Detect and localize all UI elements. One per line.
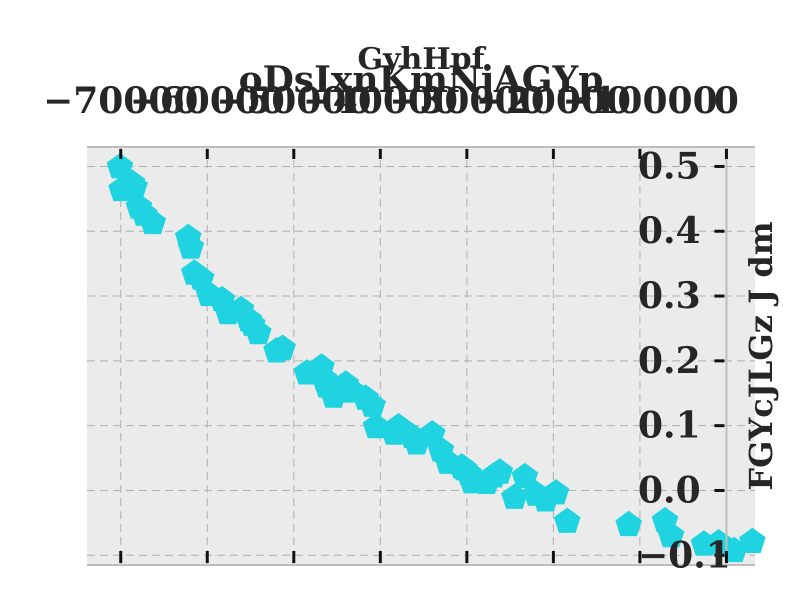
x-axis-ticks: −70000−60000−50000−40000−30000−20000−100… bbox=[43, 80, 739, 563]
plot-background bbox=[87, 147, 755, 565]
data-point bbox=[511, 462, 539, 489]
data-point bbox=[121, 173, 148, 199]
data-point bbox=[177, 233, 205, 259]
data-point bbox=[269, 334, 296, 360]
data-point bbox=[657, 521, 685, 548]
y-tick-label: 0.1 bbox=[638, 405, 701, 447]
y-axis-label: FGYcJLGz J dm bbox=[742, 221, 780, 490]
x-tick-label: −20000 bbox=[476, 80, 631, 122]
data-point bbox=[359, 391, 386, 417]
data-point bbox=[245, 319, 272, 345]
data-point bbox=[542, 479, 570, 505]
x-tick-label: −50000 bbox=[216, 80, 371, 122]
x-tick-label: −60000 bbox=[130, 80, 285, 122]
data-points bbox=[106, 153, 766, 563]
y-tick-label: 0.2 bbox=[638, 340, 701, 382]
x-tick-label: 0 bbox=[714, 80, 739, 122]
y-axis-ticks: −0.1 0.0 0.1 0.2 0.3 0.4 0.5 bbox=[638, 145, 731, 576]
chart-subtitle: GyhHpf bbox=[357, 42, 486, 77]
x-tick-label: −40000 bbox=[303, 80, 458, 122]
chart-title: oDsIxnKmNjAGYp bbox=[239, 59, 604, 101]
y-tick-label: 0.0 bbox=[638, 469, 701, 511]
data-point bbox=[501, 483, 528, 509]
data-point bbox=[139, 208, 167, 235]
data-point bbox=[553, 507, 581, 533]
x-tick-label: −70000 bbox=[43, 80, 198, 122]
y-tick-label: 0.3 bbox=[638, 275, 701, 317]
x-tick-label: −30000 bbox=[389, 80, 544, 122]
data-point bbox=[739, 527, 766, 553]
x-tick-label: −10000 bbox=[562, 80, 717, 122]
data-point bbox=[615, 510, 642, 537]
data-point bbox=[106, 153, 134, 179]
data-point bbox=[486, 458, 514, 484]
y-tick-label: 0.5 bbox=[638, 145, 701, 187]
y-tick-label: 0.4 bbox=[638, 210, 701, 252]
y-tick-label: −0.1 bbox=[638, 534, 731, 576]
